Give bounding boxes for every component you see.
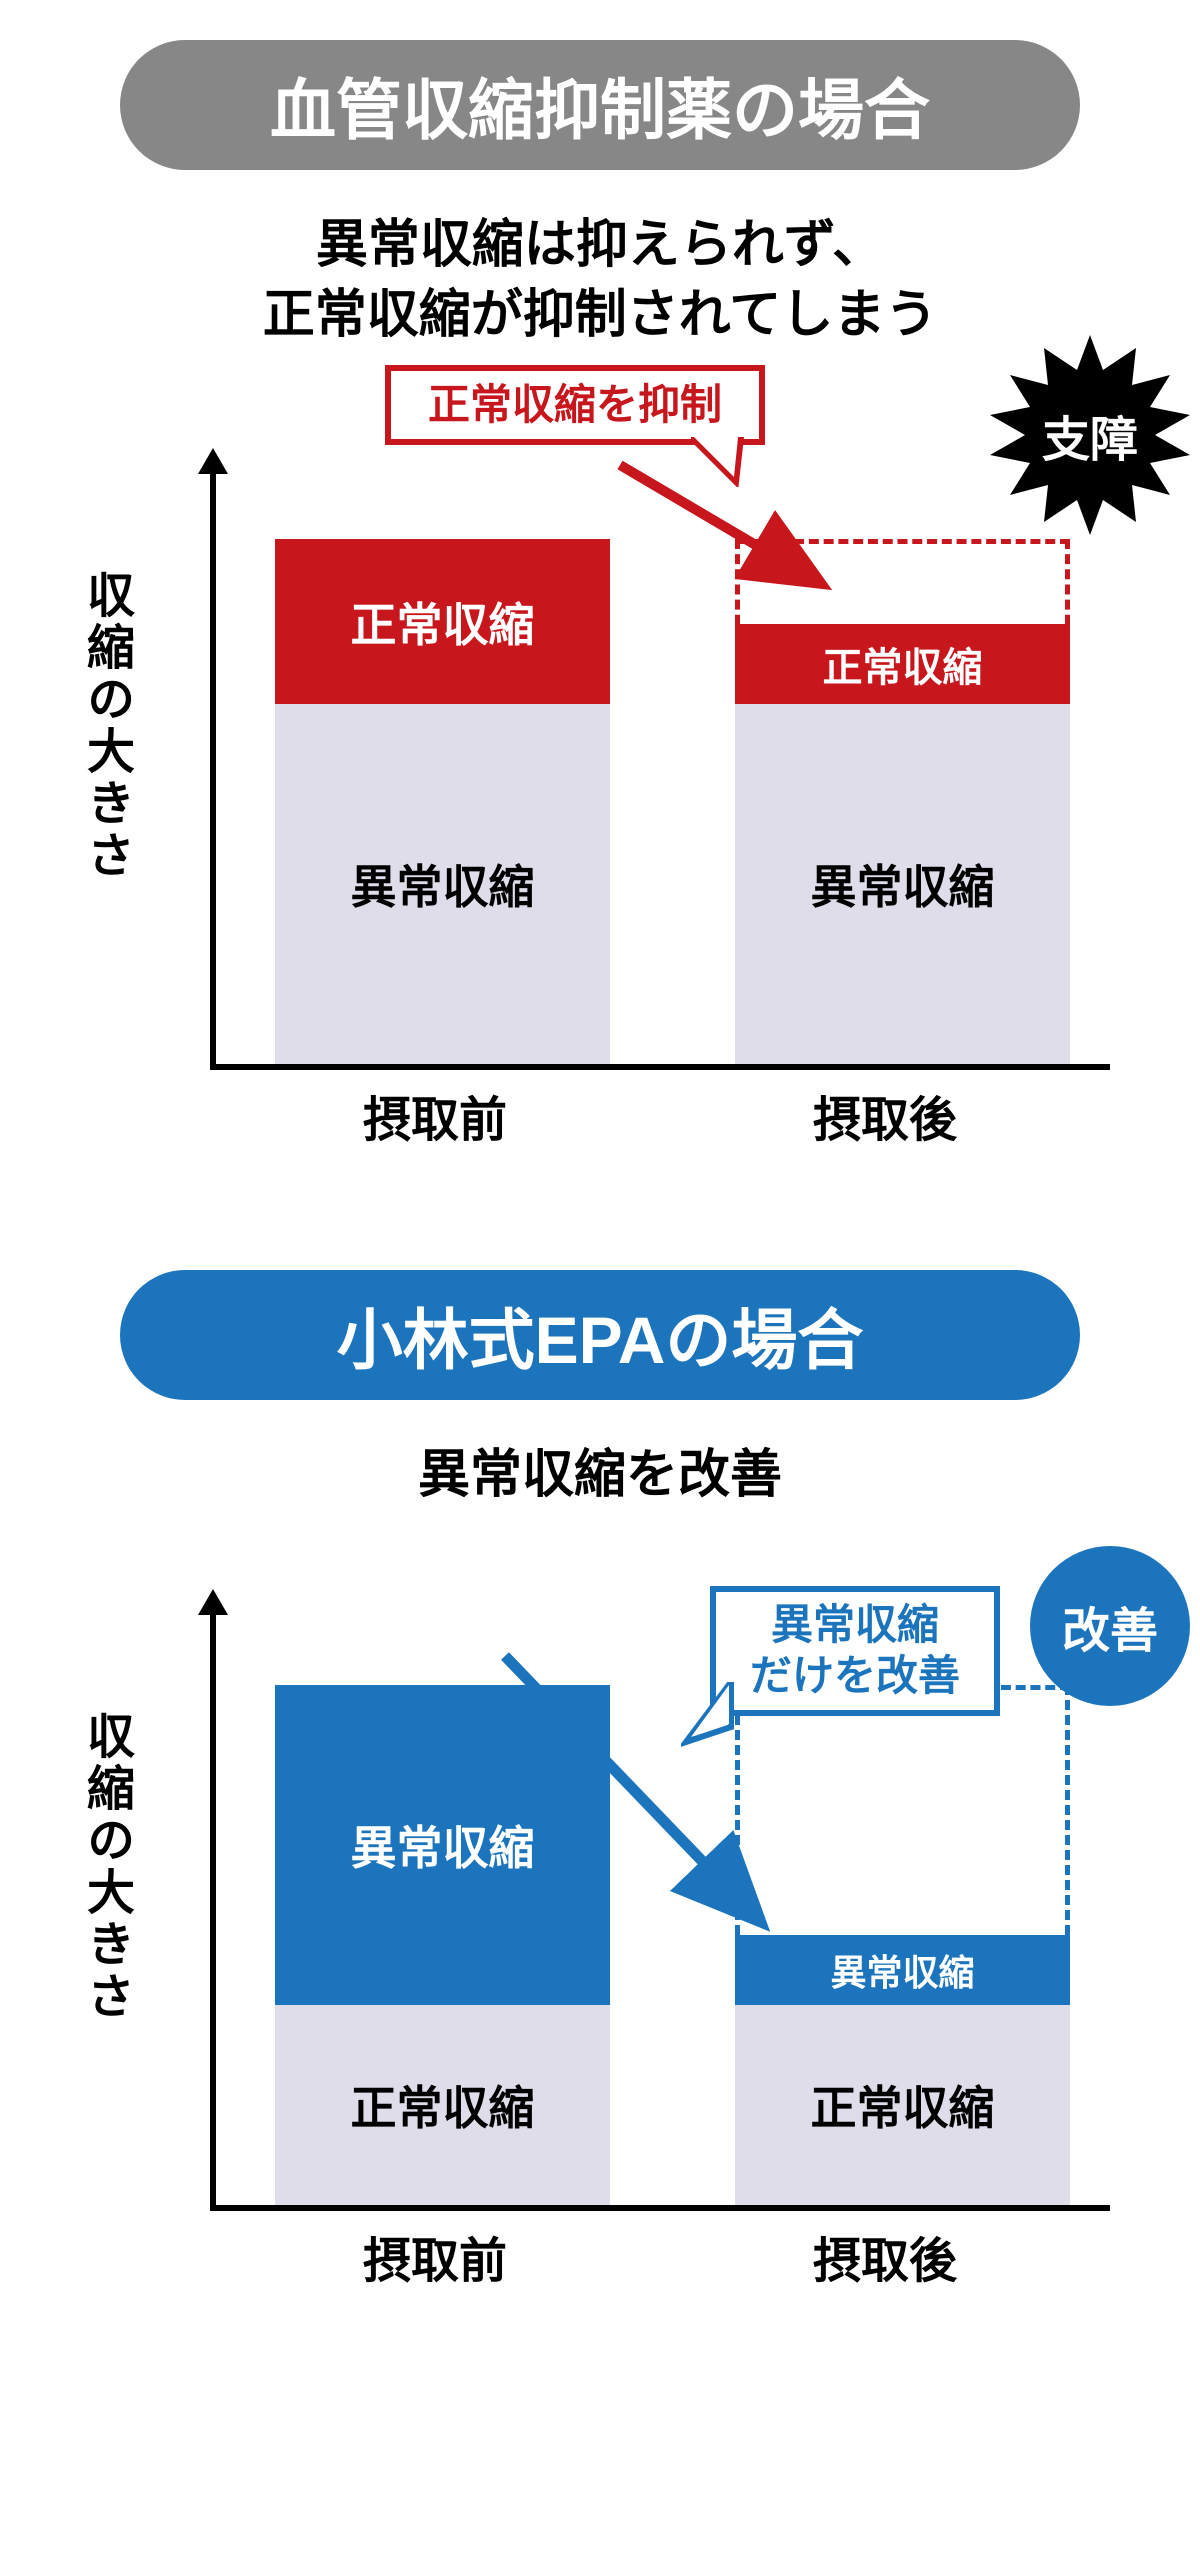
bar-before-1: 正常収縮 異常収縮 <box>275 539 610 1064</box>
x-label-after-1: 摂取後 <box>660 1080 1110 1150</box>
callout-1: 正常収縮を抑制 <box>385 365 765 445</box>
circle-badge-2: 改善 <box>1030 1546 1190 1706</box>
x-labels-2: 摂取前 摂取後 <box>210 2221 1110 2291</box>
title-pill-1: 血管収縮抑制薬の場合 <box>120 40 1080 170</box>
seg-before-bottom-2: 正常収縮 <box>275 2005 610 2205</box>
x-label-before-1: 摂取前 <box>210 1080 660 1150</box>
section-kobayashi-epa: 小林式EPAの場合 異常収縮を改善 収縮の大きさ 異常収縮 正常収縮 異常収縮 … <box>0 1190 1200 2330</box>
subtitle-2-text: 異常収縮を改善 <box>418 1446 782 1504</box>
circle-badge-text-2: 改善 <box>1062 1591 1158 1661</box>
subtitle-1: 異常収縮は抑えられず、 正常収縮が抑制されてしまう <box>60 210 1140 350</box>
subtitle-2: 異常収縮を改善 <box>60 1440 1140 1510</box>
bar-after-1: 正常収縮 異常収縮 <box>735 624 1070 1064</box>
section-vasoconstrictor: 血管収縮抑制薬の場合 異常収縮は抑えられず、 正常収縮が抑制されてしまう 収縮の… <box>0 0 1200 1190</box>
starburst-text-1: 支障 <box>1042 400 1138 470</box>
bar-after-2: 異常収縮 正常収縮 <box>735 1935 1070 2205</box>
seg-after-top-1: 正常収縮 <box>735 624 1070 704</box>
chart-1: 収縮の大きさ 正常収縮 異常収縮 正常収縮 異常収縮 正常収縮を抑制 <box>180 390 1140 1150</box>
seg-before-bottom-1: 異常収縮 <box>275 704 610 1064</box>
subtitle-1-line2: 正常収縮が抑制されてしまう <box>263 286 937 344</box>
y-axis-label-1: 収縮の大きさ <box>70 570 140 882</box>
title-pill-2: 小林式EPAの場合 <box>120 1270 1080 1400</box>
x-label-after-2: 摂取後 <box>660 2221 1110 2291</box>
arrow-down-icon-1 <box>600 445 860 610</box>
seg-after-bottom-1: 異常収縮 <box>735 704 1070 1064</box>
y-axis-label-2: 収縮の大きさ <box>70 1711 140 2023</box>
x-labels-1: 摂取前 摂取後 <box>210 1080 1110 1150</box>
seg-before-top-1: 正常収縮 <box>275 539 610 704</box>
chart-2: 収縮の大きさ 異常収縮 正常収縮 異常収縮 正常収縮 異常収縮 だけを改善 <box>180 1531 1140 2291</box>
seg-after-bottom-2: 正常収縮 <box>735 2005 1070 2205</box>
arrow-down-icon-2 <box>480 1631 800 1951</box>
callout-1-text: 正常収縮を抑制 <box>428 380 722 430</box>
subtitle-1-line1: 異常収縮は抑えられず、 <box>316 216 884 274</box>
x-label-before-2: 摂取前 <box>210 2221 660 2291</box>
starburst-badge-1: 支障 <box>990 335 1190 535</box>
